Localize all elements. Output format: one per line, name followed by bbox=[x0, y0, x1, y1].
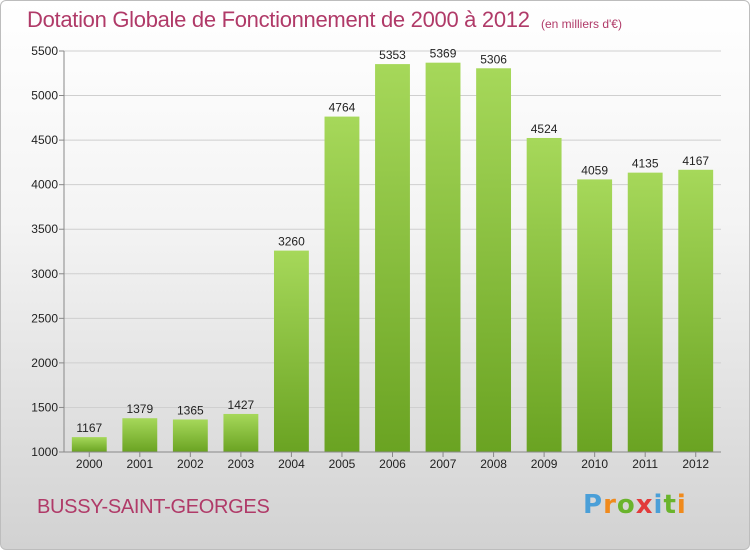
bar-2001 bbox=[122, 418, 158, 452]
bar-2010 bbox=[577, 179, 613, 452]
bars: 1167 1379 1365 1427 3260 4764 5353 5369 5306 4524… bbox=[71, 47, 714, 453]
chart-title: Dotation Globale de Fonctionnement de 20… bbox=[27, 7, 530, 32]
y-tick-label: 5000 bbox=[31, 89, 58, 103]
x-tick-label: 2003 bbox=[228, 457, 255, 471]
x-axis: 2000 2001 2002 2003 2004 2005 2006 2007 2008 2009… bbox=[64, 451, 721, 471]
y-tick-label: 1500 bbox=[31, 400, 58, 414]
y-tick-label: 2500 bbox=[31, 311, 58, 325]
x-tick-label: 2001 bbox=[126, 457, 153, 471]
x-tick-label: 2002 bbox=[177, 457, 204, 471]
logo-letter: t bbox=[663, 490, 677, 520]
x-tick-label: 2009 bbox=[531, 457, 558, 471]
y-tick-label: 3000 bbox=[31, 267, 58, 281]
bar-2011 bbox=[627, 172, 663, 453]
x-tick-label: 2011 bbox=[632, 457, 658, 471]
x-tick-label: 2007 bbox=[430, 457, 457, 471]
x-tick-label: 2010 bbox=[581, 457, 608, 471]
y-tick-label: 3500 bbox=[31, 222, 58, 236]
unit-note: (en milliers d'€) bbox=[541, 17, 622, 31]
x-tick-label: 2004 bbox=[278, 457, 305, 471]
logo-letter: x bbox=[635, 490, 654, 520]
y-tick-label: 1000 bbox=[31, 445, 58, 459]
y-tick-label: 5500 bbox=[31, 44, 58, 58]
data-label: 1427 bbox=[228, 398, 255, 412]
proxiti-logo[interactable]: Proxiti bbox=[583, 490, 687, 520]
y-tick-label: 4000 bbox=[31, 178, 58, 192]
bar-2003 bbox=[223, 413, 259, 452]
x-tick-label: 2012 bbox=[682, 457, 709, 471]
data-label: 3260 bbox=[278, 235, 305, 249]
x-tick-label: 2008 bbox=[480, 457, 507, 471]
data-label: 1365 bbox=[177, 403, 204, 417]
bar-2006 bbox=[375, 64, 410, 452]
logo-letter: i bbox=[676, 490, 687, 520]
data-label: 5353 bbox=[379, 48, 406, 62]
data-label: 4764 bbox=[329, 101, 356, 115]
data-label: 4167 bbox=[682, 154, 709, 168]
bar-2009 bbox=[526, 137, 562, 452]
bar-2007 bbox=[425, 62, 461, 453]
bar-2002 bbox=[172, 419, 208, 452]
logo-letter: i bbox=[653, 490, 664, 520]
data-label: 4135 bbox=[632, 157, 659, 171]
data-label: 1167 bbox=[76, 421, 102, 435]
place-name: BUSSY-SAINT-GEORGES bbox=[37, 496, 270, 518]
bar-2008 bbox=[476, 68, 512, 453]
x-tick-label: 2006 bbox=[379, 457, 406, 471]
y-tick-label: 4500 bbox=[31, 133, 58, 147]
bar-2000 bbox=[71, 437, 107, 452]
data-label: 1379 bbox=[126, 402, 153, 416]
data-label: 4059 bbox=[581, 163, 608, 177]
logo-letter: P bbox=[583, 490, 604, 520]
x-tick-label: 2005 bbox=[329, 457, 356, 471]
data-label: 4524 bbox=[531, 122, 558, 136]
data-label: 5306 bbox=[480, 52, 507, 66]
data-label: 5369 bbox=[430, 47, 457, 61]
bar-2012 bbox=[678, 169, 714, 453]
bar-2004 bbox=[273, 250, 309, 452]
y-axis: 1000 1500 2000 2500 3000 3500 4000 4500 5000 5500 bbox=[31, 44, 65, 459]
y-tick-label: 2000 bbox=[31, 356, 58, 370]
bar-2005 bbox=[324, 116, 360, 452]
x-tick-label: 2000 bbox=[76, 457, 103, 471]
logo-letter: r bbox=[603, 490, 617, 520]
logo-letter: o bbox=[616, 490, 636, 520]
